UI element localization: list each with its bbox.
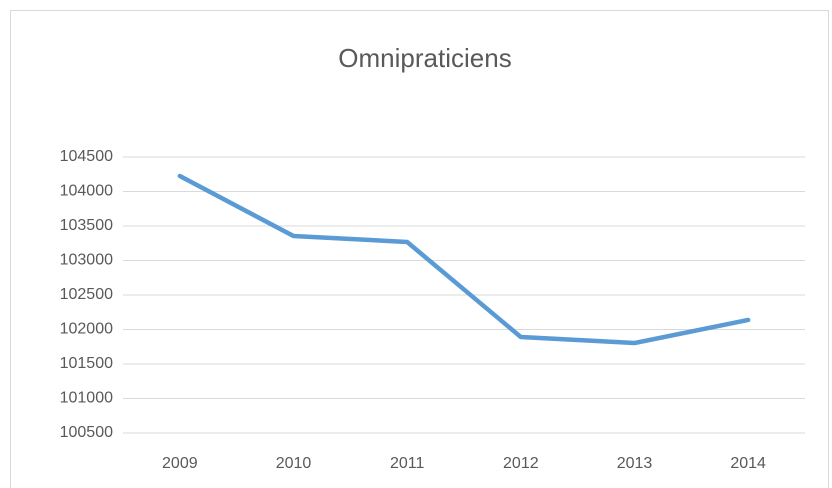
y-tick-label: 101500: [60, 355, 113, 372]
y-tick-label: 102500: [60, 286, 113, 303]
x-tick-label: 2014: [730, 455, 766, 472]
y-tick-label: 103000: [60, 252, 113, 269]
chart-title: Omnipraticiens: [338, 43, 511, 73]
x-tick-label: 2012: [503, 455, 539, 472]
x-tick-label: 2013: [617, 455, 653, 472]
y-tick-label: 101000: [60, 390, 113, 407]
x-tick-label: 2009: [162, 455, 198, 472]
y-tick-label: 102000: [60, 321, 113, 338]
x-tick-label: 2010: [276, 455, 312, 472]
x-tick-label: 2011: [390, 455, 425, 472]
y-tick-label: 104000: [60, 183, 113, 200]
y-tick-label: 104500: [60, 148, 113, 165]
chart-frame: [10, 10, 829, 488]
y-tick-label: 103500: [60, 217, 113, 234]
y-tick-label: 100500: [60, 424, 113, 441]
data-line: [177, 173, 751, 346]
